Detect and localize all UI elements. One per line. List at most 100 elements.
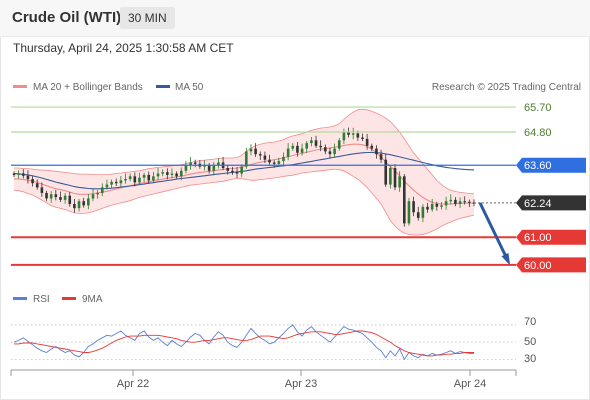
- candle-body: [282, 156, 285, 162]
- candle: [268, 154, 271, 165]
- candle-body: [310, 140, 313, 144]
- ma50-line: [13, 151, 475, 190]
- level-label-65-70: 65.70: [524, 102, 552, 114]
- candle: [286, 143, 290, 161]
- bollinger-lower-line: [13, 168, 475, 236]
- candle: [142, 172, 146, 183]
- candle: [110, 179, 113, 189]
- candle-body: [156, 173, 160, 177]
- candle-body: [314, 140, 318, 146]
- candle-body: [375, 148, 378, 155]
- candle-body: [277, 161, 281, 164]
- x-tick-label-apr24: Apr 24: [454, 378, 486, 390]
- candle-body: [35, 183, 39, 188]
- candle-body: [328, 151, 332, 155]
- candle-body: [435, 204, 439, 207]
- candle: [412, 196, 415, 217]
- candle: [124, 173, 127, 184]
- candle-body: [77, 201, 81, 209]
- candle-body: [189, 162, 192, 166]
- ma20-legend-label: MA 20 + Bollinger Bands: [33, 82, 143, 93]
- candle-body: [110, 181, 113, 185]
- candle: [444, 196, 448, 210]
- level-label-61-00: 61.00: [524, 232, 552, 244]
- candle-body: [258, 154, 262, 156]
- candle: [82, 197, 85, 208]
- ma20-legend-swatch: [13, 85, 27, 88]
- candle: [468, 199, 471, 208]
- candle-body: [147, 174, 151, 181]
- candle: [166, 168, 169, 180]
- forecast-arrow-shaft: [478, 202, 510, 262]
- candle: [170, 168, 174, 179]
- candle-body: [73, 204, 76, 209]
- candle: [398, 171, 401, 192]
- candle-body: [365, 138, 369, 146]
- ma20-line: [14, 143, 475, 205]
- x-tick-label-apr22: Apr 22: [117, 378, 149, 390]
- candle: [403, 174, 406, 227]
- level-tag-62-24: [516, 195, 586, 211]
- candle: [175, 171, 178, 179]
- candle-body: [68, 195, 72, 204]
- candle: [300, 143, 304, 156]
- candle-body: [49, 194, 53, 199]
- candle-body: [105, 184, 109, 188]
- candle-body: [305, 143, 309, 149]
- candle: [17, 170, 20, 179]
- candle-body: [17, 173, 20, 175]
- candle: [12, 171, 16, 178]
- candle-body: [324, 147, 327, 152]
- candle: [310, 136, 313, 147]
- bollinger-upper-line: [14, 108, 475, 195]
- candle: [189, 156, 192, 170]
- candle-body: [454, 199, 457, 204]
- candle: [226, 165, 230, 175]
- level-label-62-24: 62.24: [524, 198, 552, 210]
- rsi-line: [13, 324, 474, 361]
- candle-body: [416, 212, 420, 218]
- candle-body: [217, 162, 220, 166]
- candle: [379, 149, 383, 164]
- candle: [54, 189, 58, 201]
- rsi-tick-50: 50: [524, 336, 536, 348]
- candle: [40, 182, 44, 197]
- candle-body: [272, 162, 276, 164]
- candle: [351, 127, 355, 140]
- report-datetime: Thursday, April 24, 2025 1:30:58 AM CET: [13, 41, 234, 55]
- candle: [263, 151, 267, 164]
- candle-body: [45, 192, 48, 199]
- candle: [31, 176, 34, 187]
- candle-body: [203, 165, 206, 167]
- ma50-legend-label: MA 50: [175, 82, 204, 93]
- candle-body: [207, 165, 211, 171]
- candle: [100, 183, 104, 197]
- candle: [454, 197, 457, 207]
- timeframe-button[interactable]: 30 MIN: [120, 7, 175, 29]
- candle-body: [26, 175, 30, 180]
- candle-body: [193, 162, 197, 164]
- candle-body: [31, 179, 34, 184]
- candle-body: [175, 173, 178, 177]
- candle: [138, 172, 141, 186]
- candle-body: [226, 168, 230, 171]
- candle-body: [421, 206, 425, 218]
- candle-body: [351, 133, 355, 135]
- level-label-60-00: 60.00: [524, 260, 552, 272]
- candle-body: [458, 201, 462, 204]
- candle: [258, 151, 262, 160]
- x-tick-label-apr23: Apr 23: [285, 378, 317, 390]
- candle-body: [63, 195, 67, 200]
- candle-body: [296, 145, 299, 153]
- candle: [416, 206, 420, 221]
- candle-body: [128, 176, 132, 180]
- candle-body: [347, 132, 350, 135]
- candle-body: [393, 168, 397, 188]
- candle: [133, 172, 137, 187]
- rsi-tick-30: 30: [524, 353, 536, 365]
- candle: [254, 143, 257, 157]
- candle: [365, 133, 369, 150]
- candle: [440, 202, 443, 210]
- candle-body: [370, 145, 374, 149]
- candle: [370, 143, 374, 152]
